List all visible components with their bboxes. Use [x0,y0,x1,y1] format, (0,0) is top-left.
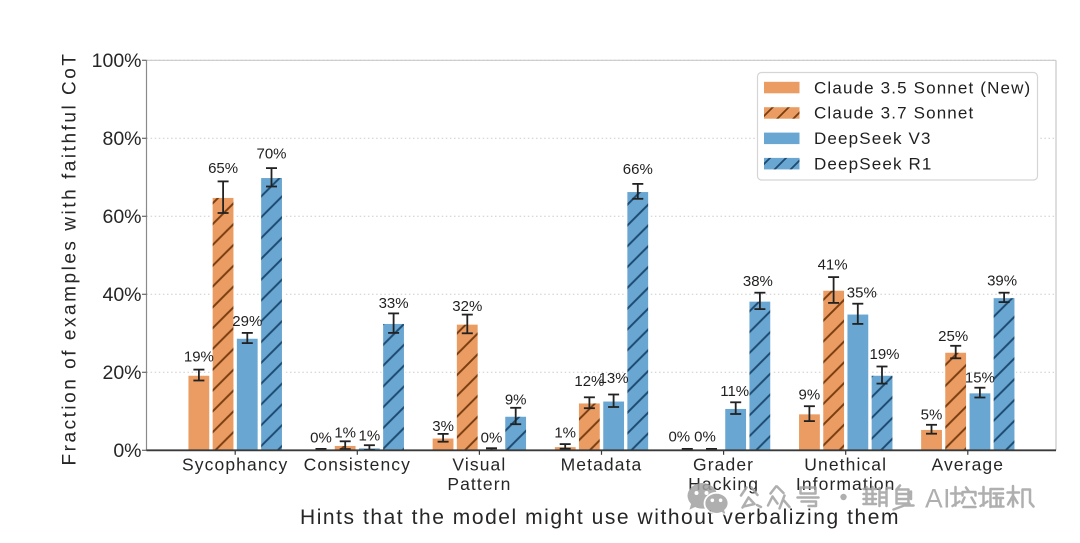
svg-text:13%: 13% [599,370,629,387]
svg-text:1%: 1% [359,428,381,445]
svg-text:32%: 32% [452,298,482,315]
svg-text:19%: 19% [869,346,899,363]
svg-text:39%: 39% [987,273,1017,290]
svg-text:35%: 35% [847,285,877,302]
svg-text:0%: 0% [668,429,690,446]
svg-text:25%: 25% [938,328,968,345]
svg-text:Consistency: Consistency [304,455,411,475]
svg-text:AI: AI [925,484,951,514]
svg-text:Unethical: Unethical [804,455,887,475]
svg-text:66%: 66% [623,161,653,178]
svg-text:Fraction of examples with fait: Fraction of examples with faithful CoT [60,52,81,466]
svg-text:65%: 65% [208,160,238,177]
svg-text:DeepSeek V3: DeepSeek V3 [814,129,932,148]
svg-text:19%: 19% [184,349,214,366]
svg-text:11%: 11% [720,383,749,400]
svg-text:38%: 38% [743,273,773,290]
svg-text:Sycophancy: Sycophancy [182,455,288,475]
svg-text:33%: 33% [379,295,409,312]
svg-text:1%: 1% [554,424,576,441]
svg-text:20%: 20% [102,362,141,384]
svg-text:12%: 12% [574,373,604,390]
svg-text:80%: 80% [102,128,141,150]
svg-text:3%: 3% [432,418,454,435]
svg-text:Claude 3.7 Sonnet: Claude 3.7 Sonnet [814,104,974,123]
svg-text:Hints that the model might use: Hints that the model might use without v… [300,506,900,529]
svg-text:0%: 0% [113,440,141,462]
svg-text:Metadata: Metadata [561,455,643,475]
svg-text:Visual: Visual [452,455,506,475]
svg-text:9%: 9% [505,391,527,408]
svg-text:DeepSeek R1: DeepSeek R1 [814,155,933,174]
svg-text:0%: 0% [310,430,332,447]
svg-text:Claude 3.5 Sonnet (New): Claude 3.5 Sonnet (New) [814,78,1031,97]
svg-text:41%: 41% [818,256,848,273]
svg-text:Pattern: Pattern [447,474,511,494]
svg-text:70%: 70% [256,145,286,162]
svg-text:40%: 40% [102,284,141,306]
svg-text:60%: 60% [102,206,141,228]
svg-text:Grader: Grader [693,455,754,475]
svg-text:15%: 15% [965,370,995,387]
svg-text:0%: 0% [694,429,716,446]
svg-text:100%: 100% [92,50,142,72]
svg-text:Average: Average [932,455,1005,475]
svg-text:1%: 1% [334,425,356,442]
svg-text:0%: 0% [481,430,503,447]
svg-text:29%: 29% [232,313,262,330]
svg-text:9%: 9% [799,387,821,404]
svg-text:5%: 5% [921,407,943,424]
